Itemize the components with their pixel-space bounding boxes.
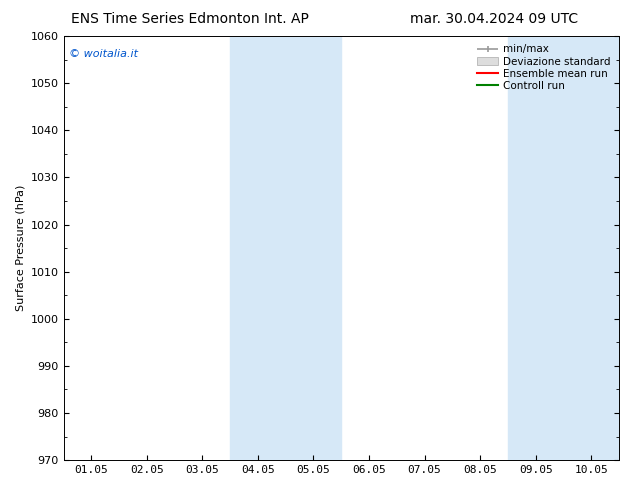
Legend: min/max, Deviazione standard, Ensemble mean run, Controll run: min/max, Deviazione standard, Ensemble m…: [474, 41, 614, 94]
Bar: [230, 36, 341, 460]
Y-axis label: Surface Pressure (hPa): Surface Pressure (hPa): [15, 185, 25, 311]
Text: ENS Time Series Edmonton Int. AP: ENS Time Series Edmonton Int. AP: [71, 12, 309, 26]
Bar: [508, 36, 619, 460]
Text: © woitalia.it: © woitalia.it: [69, 49, 138, 59]
Text: mar. 30.04.2024 09 UTC: mar. 30.04.2024 09 UTC: [410, 12, 579, 26]
